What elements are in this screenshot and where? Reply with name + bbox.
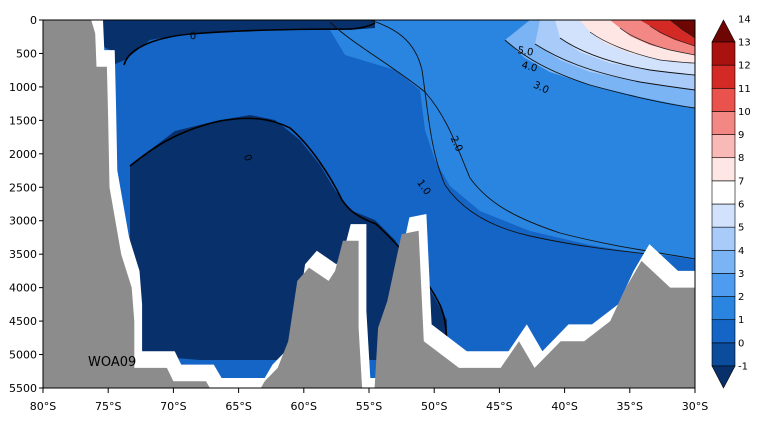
contour-label: 0 — [189, 31, 196, 43]
colorbar-band — [711, 157, 736, 182]
contour-labels: 001.02.03.04.05.0 — [189, 31, 550, 197]
contour-line-5 — [559, 37, 695, 76]
colorbar-label: 2 — [738, 292, 744, 303]
contour-line-7 — [619, 27, 695, 56]
contour-line-9 — [669, 20, 695, 39]
y-tick-label: 2500 — [9, 181, 37, 194]
colorbar-label: 7 — [738, 176, 744, 187]
contour-line-1 — [369, 20, 659, 256]
y-tick-label: 5500 — [9, 382, 37, 395]
contour-label: 0 — [241, 153, 254, 163]
colorbar-label: -1 — [738, 362, 748, 373]
colorbar-band — [711, 87, 736, 112]
colorbar-label: 9 — [738, 130, 744, 141]
colorbar-band — [711, 203, 736, 228]
seafloor-bathymetry — [43, 20, 695, 388]
contour-line-8 — [649, 25, 695, 47]
colorbar-band — [711, 134, 736, 159]
x-tick-label: 60°S — [291, 400, 317, 413]
dataset-label: WOA09 — [88, 355, 136, 370]
colorbar-band — [711, 273, 736, 297]
y-axis: 0 500 1000 1500 2000 2500 3000 3500 4000 4500 5000… — [9, 14, 43, 395]
temperature-band-below-0-shelf — [96, 20, 375, 64]
y-tick-label: 0 — [30, 14, 37, 27]
x-tick-label: 80°S — [30, 400, 56, 413]
x-tick-label: 50°S — [421, 400, 447, 413]
colorbar-label: 0 — [738, 338, 744, 349]
y-tick-label: 2000 — [9, 148, 37, 161]
y-tick-label: 5000 — [9, 349, 37, 362]
contour-line-2 — [329, 21, 695, 260]
colorbar-label: 13 — [738, 38, 751, 49]
x-tick-label: 65°S — [225, 400, 251, 413]
colorbar-band — [711, 249, 736, 274]
x-tick-label: 55°S — [356, 400, 382, 413]
colorbar-label: 12 — [738, 61, 751, 72]
colorbar-label: 1 — [738, 315, 744, 326]
contour-line-6 — [589, 31, 695, 64]
colorbar-band — [711, 296, 736, 321]
colorbar-label: 5 — [738, 223, 744, 234]
contour-label: 5.0 — [517, 45, 535, 59]
plot-area: 001.02.03.04.05.0 WOA09 — [43, 20, 695, 388]
x-tick-label: 35°S — [617, 400, 643, 413]
y-tick-label: 500 — [16, 47, 37, 60]
x-tick-label: 45°S — [486, 400, 512, 413]
colorbar-band — [711, 64, 736, 89]
colorbar-label: 6 — [738, 200, 744, 211]
x-tick-label: 30°S — [682, 400, 708, 413]
colorbar-band — [711, 180, 736, 205]
colorbar-label: 4 — [738, 246, 744, 257]
y-tick-label: 3500 — [9, 248, 37, 261]
contour-line-0-upper — [123, 22, 376, 66]
x-tick-label: 75°S — [95, 400, 121, 413]
x-tick-label: 40°S — [551, 400, 577, 413]
colorbar-label: 11 — [738, 84, 751, 95]
colorbar-band — [711, 319, 736, 344]
colorbar-min-triangle — [711, 365, 736, 389]
temperature-band-below-0-deep — [130, 115, 447, 360]
x-axis: 80°S 75°S 70°S 65°S 60°S 55°S 50°S 45°S 40°S 35°S… — [30, 388, 708, 413]
colorbar-band — [711, 111, 736, 135]
colorbar-band — [711, 342, 736, 367]
x-tick-label: 70°S — [160, 400, 186, 413]
colorbar-label: 10 — [738, 107, 751, 118]
y-tick-label: 4000 — [9, 282, 37, 295]
contour-label-group: 0 — [241, 153, 254, 163]
contour-line-4 — [534, 43, 695, 91]
colorbar-max-triangle — [711, 19, 736, 43]
colorbar-label: 8 — [738, 153, 744, 164]
contour-line-3 — [504, 39, 695, 109]
colorbar-label: 14 — [738, 14, 751, 25]
y-tick-label: 1000 — [9, 81, 37, 94]
colorbar-band — [711, 41, 736, 66]
contour-label-group: 4.0 — [520, 60, 538, 75]
y-tick-label: 4500 — [9, 315, 37, 328]
contour-label-group: 0 — [189, 31, 196, 43]
contour-line-0-lower — [129, 117, 448, 357]
colorbar-label: 3 — [738, 269, 744, 280]
contour-label-group: 5.0 — [517, 45, 535, 59]
contour-label: 4.0 — [520, 60, 538, 75]
colorbar-band — [711, 226, 736, 251]
y-tick-label: 3000 — [9, 215, 37, 228]
y-tick-label: 1500 — [9, 114, 37, 127]
